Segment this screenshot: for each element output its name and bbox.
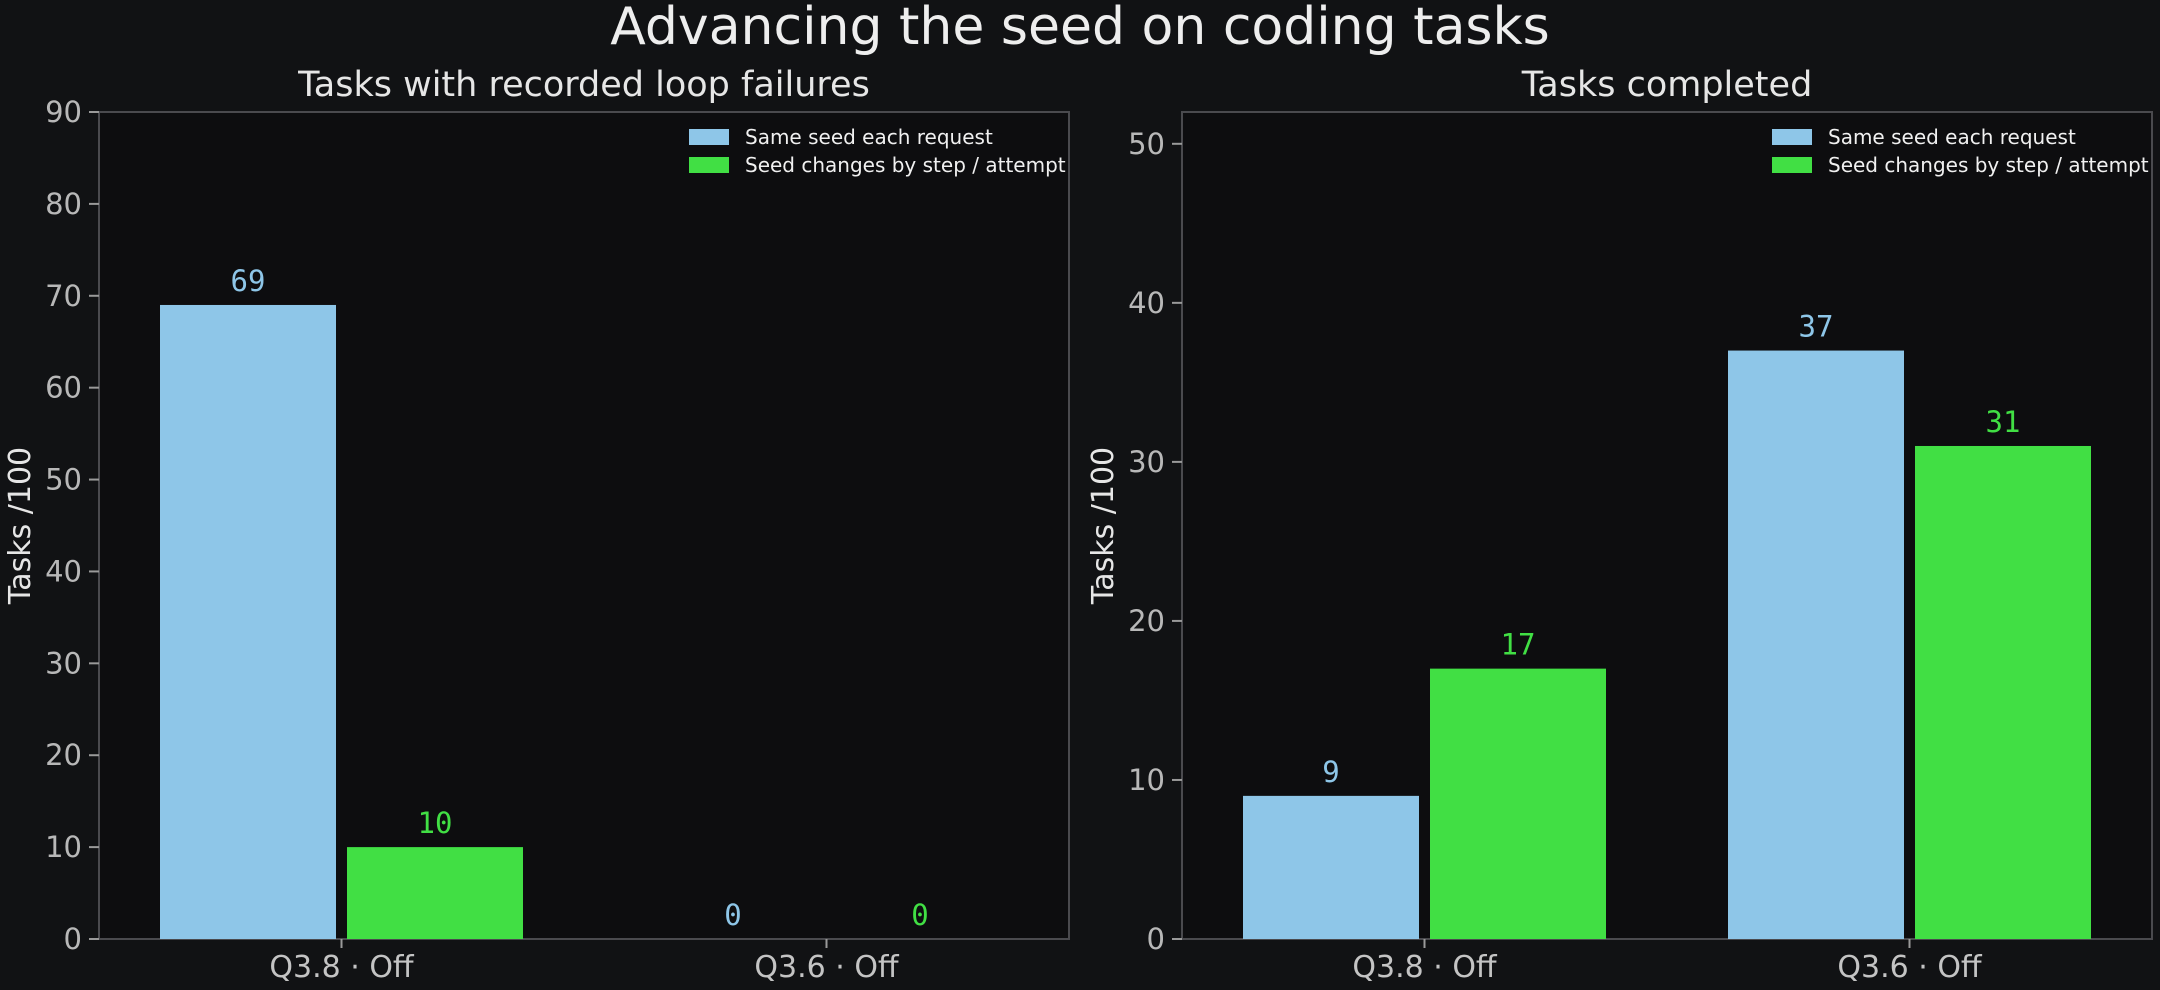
x-tick-label: Q3.8 · Off xyxy=(269,950,415,985)
data-label: 31 xyxy=(1986,405,2021,439)
bar xyxy=(1915,445,2091,939)
y-tick-label: 10 xyxy=(1128,763,1165,797)
legend-swatch xyxy=(1772,129,1812,145)
y-tick-label: 40 xyxy=(45,554,82,588)
y-axis-title: Tasks /100 xyxy=(3,447,38,605)
y-tick-label: 60 xyxy=(45,371,82,405)
x-tick-label: Q3.6 · Off xyxy=(754,950,900,985)
figure-title: Advancing the seed on coding tasks xyxy=(610,0,1549,57)
chart-title: Tasks with recorded loop failures xyxy=(297,65,870,105)
y-tick-label: 90 xyxy=(45,95,82,129)
data-label: 10 xyxy=(418,806,453,840)
y-tick-label: 50 xyxy=(45,463,82,497)
data-label: 17 xyxy=(1501,628,1536,662)
chart-panel-2: Tasks completed Tasks /100 0 10 20 30 40 50 9 17 Q… xyxy=(1086,65,2153,985)
y-tick-label: 80 xyxy=(45,187,82,221)
x-tick-label: Q3.8 · Off xyxy=(1352,950,1498,985)
legend-entry: Seed changes by step / attempt xyxy=(1828,153,2149,177)
y-tick-label: 0 xyxy=(64,922,82,956)
y-axis-title: Tasks /100 xyxy=(1086,447,1121,605)
legend-swatch xyxy=(1772,157,1812,173)
data-label: 0 xyxy=(911,898,928,932)
chart-title: Tasks completed xyxy=(1521,65,1813,105)
legend-swatch xyxy=(689,157,729,173)
legend-entry: Seed changes by step / attempt xyxy=(745,153,1066,177)
bar xyxy=(347,847,523,939)
y-tick-label: 50 xyxy=(1128,127,1165,161)
y-tick-label: 10 xyxy=(45,830,82,864)
chart-panel-1: Tasks with recorded loop failures Tasks /… xyxy=(3,65,1070,985)
legend: Same seed each request Seed changes by st… xyxy=(1772,125,2149,177)
bar xyxy=(160,304,336,939)
legend-swatch xyxy=(689,129,729,145)
y-tick-label: 0 xyxy=(1147,922,1165,956)
y-tick-label: 40 xyxy=(1128,286,1165,320)
bar xyxy=(1430,668,1606,939)
data-label: 0 xyxy=(724,898,741,932)
y-tick-label: 30 xyxy=(45,646,82,680)
y-tick-label: 30 xyxy=(1128,445,1165,479)
y-tick-label: 70 xyxy=(45,279,82,313)
y-tick-label: 20 xyxy=(1128,604,1165,638)
data-label: 69 xyxy=(231,264,266,298)
legend: Same seed each request Seed changes by st… xyxy=(689,125,1066,177)
legend-entry: Same seed each request xyxy=(1828,125,2076,149)
data-label: 9 xyxy=(1322,755,1339,789)
data-label: 37 xyxy=(1799,310,1834,344)
x-tick-label: Q3.6 · Off xyxy=(1837,950,1983,985)
legend-entry: Same seed each request xyxy=(745,125,993,149)
y-tick-label: 20 xyxy=(45,738,82,772)
chart-panels: Tasks with recorded loop failures Tasks /… xyxy=(3,65,2153,985)
bar xyxy=(1243,795,1419,939)
bar xyxy=(1728,350,1904,939)
